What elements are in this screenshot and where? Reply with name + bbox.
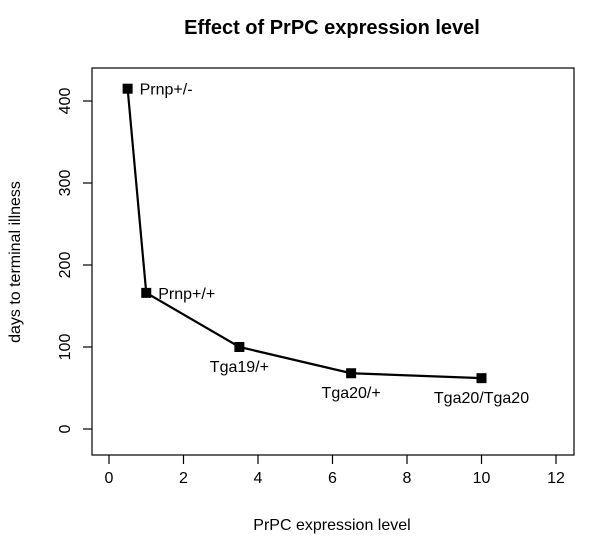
data-point-label-2: Tga19/+ [210,359,269,376]
series-line [126,88,482,380]
x-tick-label-0: 0 [105,470,114,487]
x-tick-label-4: 8 [403,470,412,487]
markers [122,83,487,384]
x-tick-label-2: 4 [254,470,263,487]
data-point-label-4: Tga20/Tga20 [434,390,529,407]
data-point-label-3: Tga20/+ [322,385,381,402]
data-point-2 [234,342,245,352]
y-axis: 0 100 200 300 400 [57,88,92,433]
y-tick-label-4: 400 [57,88,74,115]
x-tick-label-6: 12 [547,470,565,487]
data-point-3 [346,368,357,379]
x-axis-label: PrPC expression level [253,517,410,534]
point-labels: Prnp+/- Prnp+/+ Tga19/+ Tga20/+ Tga20/Tga20 [140,82,530,407]
y-tick-label-0: 0 [57,424,74,433]
data-point-4 [476,373,487,384]
y-tick-label-2: 200 [57,252,74,279]
data-point-0 [122,83,133,94]
data-point-1 [141,287,152,298]
chart-title: Effect of PrPC expression level [184,17,480,39]
y-axis-label: days to terminal illness [7,181,24,343]
y-tick-label-1: 100 [57,334,74,361]
y-tick-label-3: 300 [57,170,74,197]
x-tick-label-5: 10 [473,470,491,487]
data-point-label-1: Prnp+/+ [158,286,215,303]
data-point-label-0: Prnp+/- [140,82,193,99]
x-axis: 0 2 4 6 8 10 12 [105,455,565,487]
x-tick-label-3: 6 [328,470,337,487]
x-tick-label-1: 2 [179,470,188,487]
